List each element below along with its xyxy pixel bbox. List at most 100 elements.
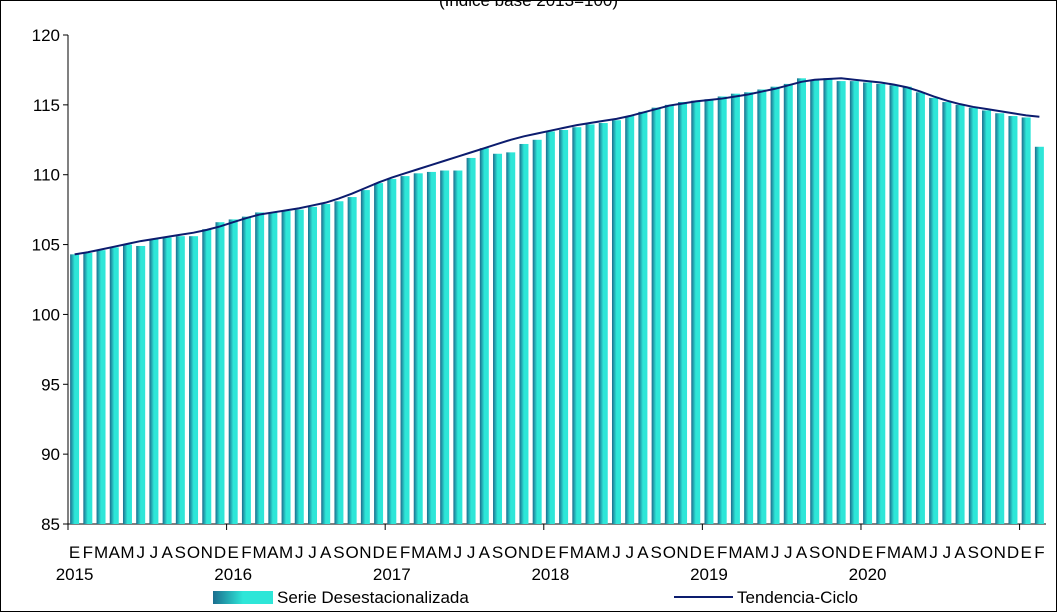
x-tick-label: A <box>109 543 121 562</box>
bar <box>1021 117 1031 524</box>
x-tick-label: A <box>796 543 808 562</box>
x-tick-label: J <box>625 543 634 562</box>
x-tick-label: D <box>214 543 226 562</box>
x-tick-label: J <box>295 543 304 562</box>
x-tick-label: S <box>650 543 661 562</box>
bar <box>823 78 833 524</box>
y-tick-label: 115 <box>33 96 60 115</box>
x-tick-label: M <box>728 543 742 562</box>
x-tick-label: M <box>120 543 134 562</box>
bar <box>321 204 331 524</box>
bar <box>982 110 992 525</box>
bar <box>744 92 754 524</box>
bar <box>215 222 225 524</box>
bar <box>175 236 185 524</box>
x-tick-label: N <box>835 543 847 562</box>
x-tick-label: E <box>703 543 714 562</box>
bar <box>466 157 476 524</box>
x-tick-label: O <box>187 543 200 562</box>
x-tick-label: J <box>943 543 952 562</box>
x-tick-label: N <box>518 543 530 562</box>
x-year-label: 2018 <box>531 565 569 584</box>
x-tick-label: S <box>333 543 344 562</box>
bar <box>122 244 132 525</box>
x-tick-label: N <box>201 543 213 562</box>
x-tick-label: O <box>663 543 676 562</box>
bar <box>651 107 661 524</box>
bar <box>519 143 529 524</box>
x-tick-label: J <box>784 543 793 562</box>
x-tick-label: N <box>676 543 688 562</box>
x-tick-label: M <box>253 543 267 562</box>
x-year-label: 2015 <box>56 565 94 584</box>
bar <box>955 104 965 524</box>
x-tick-label: M <box>570 543 584 562</box>
x-year-label: 2017 <box>373 565 411 584</box>
x-tick-label: F <box>400 543 410 562</box>
x-tick-label: S <box>175 543 186 562</box>
x-tick-label: D <box>372 543 384 562</box>
x-tick-label: E <box>386 543 397 562</box>
bar <box>797 78 806 524</box>
bar <box>268 212 278 525</box>
y-tick-label: 95 <box>41 375 60 394</box>
bar <box>360 190 370 524</box>
bar <box>493 153 503 524</box>
x-tick-label: A <box>479 543 491 562</box>
x-tick-label: S <box>492 543 503 562</box>
bar <box>598 123 608 525</box>
bar <box>189 236 199 524</box>
x-tick-label: J <box>467 543 476 562</box>
x-tick-label: M <box>913 543 927 562</box>
x-tick-label: A <box>902 543 914 562</box>
x-tick-label: M <box>438 543 452 562</box>
bar <box>308 206 317 524</box>
bar <box>717 96 727 524</box>
x-tick-label: M <box>94 543 108 562</box>
bar <box>532 139 542 525</box>
legend-label-line: Tendencia-Ciclo <box>737 588 858 607</box>
x-tick-label: J <box>612 543 621 562</box>
y-tick-label: 90 <box>41 445 60 464</box>
bar <box>96 250 106 524</box>
x-tick-label: A <box>161 543 173 562</box>
bar <box>664 104 674 524</box>
x-tick-label: A <box>584 543 596 562</box>
x-tick-label: N <box>994 543 1006 562</box>
x-tick-label: M <box>411 543 425 562</box>
bar <box>730 93 740 525</box>
bar <box>559 130 569 524</box>
x-tick-label: A <box>637 543 649 562</box>
x-tick-label: E <box>545 543 556 562</box>
bar <box>783 83 793 525</box>
x-tick-label: F <box>876 543 886 562</box>
x-tick-label: O <box>504 543 517 562</box>
bar <box>413 173 423 524</box>
bar <box>757 89 767 524</box>
bar <box>638 111 648 524</box>
bar <box>255 212 265 525</box>
x-tick-label: D <box>848 543 860 562</box>
x-tick-label: E <box>69 543 80 562</box>
bar <box>902 86 912 525</box>
x-tick-label: F <box>1034 543 1044 562</box>
x-tick-label: A <box>320 543 332 562</box>
x-tick-label: M <box>596 543 610 562</box>
bar <box>678 102 688 524</box>
bar <box>545 131 555 524</box>
bar <box>1034 146 1044 524</box>
x-tick-label: J <box>136 543 145 562</box>
bar <box>585 124 595 524</box>
x-tick-label: M <box>887 543 901 562</box>
bar <box>863 82 873 524</box>
x-tick-label: J <box>150 543 159 562</box>
bar <box>1008 116 1018 524</box>
x-tick-label: E <box>862 543 873 562</box>
bar <box>387 178 397 525</box>
chart-legend: Serie Desestacionalizada Tendencia-Ciclo <box>213 588 858 607</box>
bar <box>202 229 212 524</box>
x-tick-label: F <box>83 543 93 562</box>
bar <box>704 99 714 525</box>
